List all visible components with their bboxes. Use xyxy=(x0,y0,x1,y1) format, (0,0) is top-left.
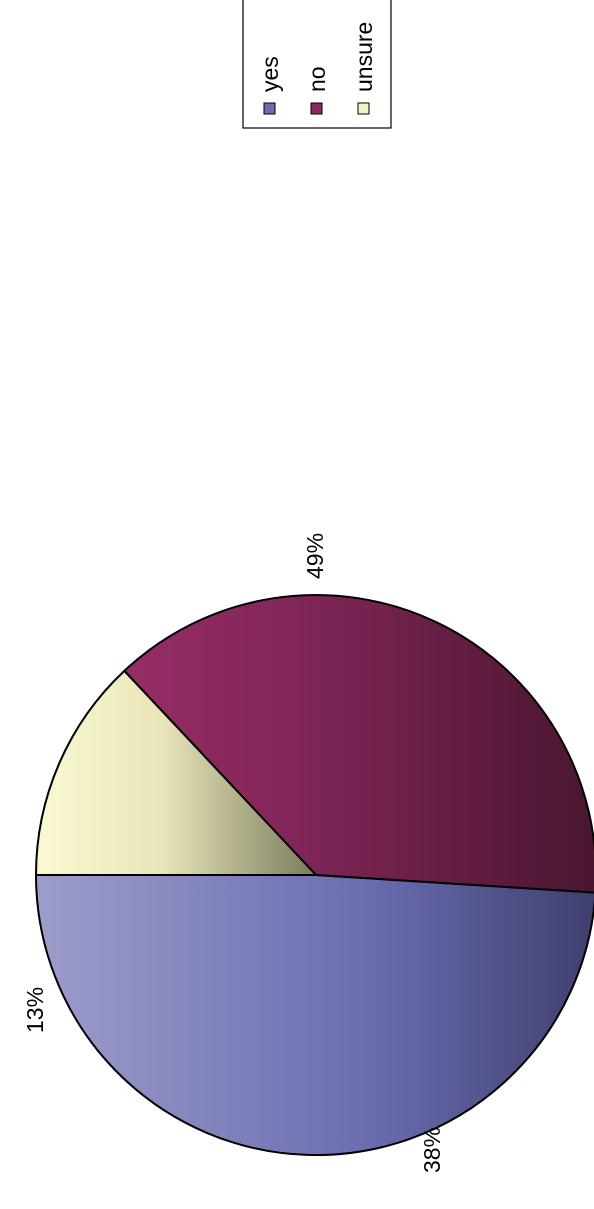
slice-label-unsure: 13% xyxy=(22,987,48,1033)
legend-label-unsure: unsure xyxy=(351,22,377,92)
legend: yes no unsure xyxy=(242,0,392,129)
pie-slices xyxy=(35,594,594,1156)
slice-label-no: 38% xyxy=(419,1127,445,1173)
legend-label-no: no xyxy=(304,66,330,92)
slice-label-yes: 49% xyxy=(302,533,328,579)
pie-slice-yes xyxy=(35,874,594,1156)
legend-swatch-unsure xyxy=(357,102,370,115)
pie-slice-unsure xyxy=(35,669,317,876)
legend-swatch-no xyxy=(310,102,323,115)
legend-swatch-yes xyxy=(263,102,276,115)
pie-slice-no xyxy=(123,594,594,894)
legend-label-yes: yes xyxy=(257,56,283,92)
